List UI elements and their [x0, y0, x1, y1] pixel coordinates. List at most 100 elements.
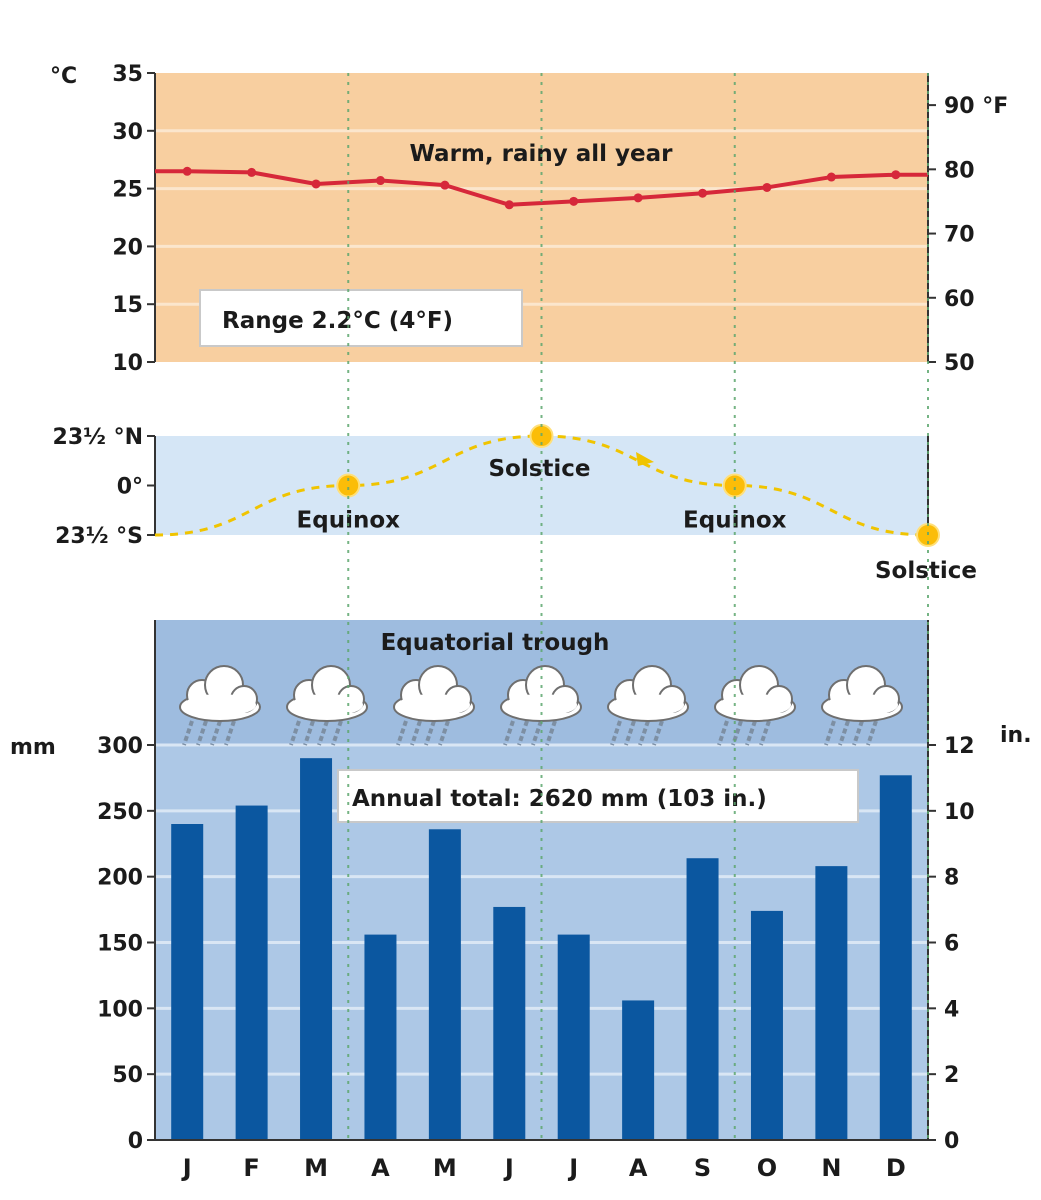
rain-streak — [196, 720, 208, 746]
rain-streak — [759, 720, 771, 746]
temperature-line — [155, 169, 928, 207]
inch-unit-label: in. — [1000, 723, 1032, 748]
month-label: J — [503, 1154, 514, 1182]
rain-cloud-icon — [286, 665, 368, 746]
precipitation-bar — [493, 906, 526, 1140]
temperature-right-tick-label: 80 — [944, 158, 975, 183]
sun-path-panel-background — [155, 436, 928, 535]
sun-marker-label: Equinox — [297, 508, 401, 534]
season-guides — [347, 73, 929, 1140]
rain-cloud-icon — [821, 665, 903, 746]
temperature-point — [633, 193, 643, 203]
month-label: O — [757, 1154, 777, 1182]
month-label: N — [821, 1154, 841, 1182]
precipitation-bar — [171, 824, 204, 1140]
precipitation-right-tick-label: 0 — [944, 1129, 959, 1154]
sun-path-curve — [154, 434, 929, 537]
rain-streak — [731, 720, 743, 746]
cloud-fill — [184, 694, 256, 716]
rain-streak — [517, 720, 529, 746]
precipitation-bar — [686, 858, 719, 1140]
temperature-left-tick-label: 30 — [112, 120, 143, 145]
month-label: D — [886, 1154, 906, 1182]
rain-streak — [424, 720, 436, 746]
rain-streak — [866, 720, 878, 746]
precipitation-bar — [879, 775, 912, 1140]
temperature-right-tick-label: 70 — [944, 223, 975, 248]
rain-streak — [610, 720, 622, 746]
sun-marker-label: Solstice — [875, 558, 977, 584]
rain-streak — [852, 720, 864, 746]
precipitation-right-tick-label: 10 — [944, 800, 975, 825]
precipitation-bar — [235, 805, 268, 1140]
sun-path-series: Equinox Solstice Equinox Solstice — [154, 424, 977, 584]
month-label: J — [567, 1154, 578, 1182]
rain-streak — [396, 720, 408, 746]
precipitation-left-tick-label: 250 — [97, 800, 143, 825]
equatorial-trough-label: Equatorial trough — [381, 630, 610, 656]
temperature-point — [375, 176, 385, 186]
temperature-left-ticks: 35 30 25 20 15 10 — [112, 62, 155, 376]
rain-cloud-icon — [500, 665, 582, 746]
precipitation-bar — [428, 829, 461, 1140]
rain-streak — [545, 720, 557, 746]
rain-cloud-icon — [179, 665, 261, 746]
annual-total-label: Annual total: 2620 mm (103 in.) — [352, 786, 767, 812]
month-label: F — [243, 1154, 259, 1182]
temperature-left-tick-label: 15 — [112, 293, 143, 318]
cloud-fill — [719, 694, 791, 716]
celsius-unit-label: °C — [50, 64, 77, 89]
rain-cloud-icon — [607, 665, 689, 746]
precipitation-right-tick-label: 2 — [944, 1063, 959, 1088]
rain-streak — [182, 720, 194, 746]
rain-streak — [531, 720, 543, 746]
rain-streak — [438, 720, 450, 746]
temperature-right-ticks: 90 °F 80 70 60 50 — [928, 94, 1008, 376]
temperature-right-tick-label: 50 — [944, 351, 975, 376]
sun-marker-label: Equinox — [683, 508, 787, 534]
rain-streak — [210, 720, 222, 746]
precipitation-right-tick-label: 4 — [944, 997, 959, 1022]
month-label: M — [304, 1154, 328, 1182]
precipitation-left-tick-label: 0 — [128, 1129, 143, 1154]
temperature-point — [891, 170, 901, 180]
sun-path-ticks: 23½ °N 0° 23½ °S — [53, 425, 155, 549]
rain-streak — [331, 720, 343, 746]
temperature-point — [569, 196, 579, 206]
range-box — [199, 289, 523, 347]
rain-streak — [503, 720, 515, 746]
precipitation-left-tick-label: 50 — [112, 1063, 143, 1088]
precipitation-bar — [557, 934, 590, 1140]
precipitation-left-tick-label: 200 — [97, 866, 143, 891]
rain-streak — [317, 720, 329, 746]
precipitation-right-tick-label: 12 — [944, 734, 975, 759]
rain-streak — [224, 720, 236, 746]
temperature-series — [155, 166, 928, 210]
temperature-point — [698, 188, 708, 198]
cloud-fill — [826, 694, 898, 716]
month-label: A — [371, 1154, 390, 1182]
temperature-point — [826, 172, 836, 182]
rain-streak — [289, 720, 301, 746]
precipitation-bar — [622, 1000, 655, 1140]
rain-streak — [838, 720, 850, 746]
rain-streak — [717, 720, 729, 746]
temperature-point — [311, 179, 321, 189]
precipitation-left-tick-label: 100 — [97, 997, 143, 1022]
temperature-right-tick-label: 90 °F — [944, 94, 1008, 119]
rain-cloud-icon — [393, 665, 475, 746]
temperature-left-tick-label: 25 — [112, 178, 143, 203]
sun-path-tick-label: 23½ °N — [53, 425, 143, 450]
precipitation-right-tick-label: 6 — [944, 932, 959, 957]
precipitation-right-tick-label: 8 — [944, 866, 959, 891]
cloud-fill — [612, 694, 684, 716]
range-label: Range 2.2°C (4°F) — [222, 308, 453, 334]
annual-total-box — [337, 769, 859, 823]
temperature-point — [504, 200, 514, 210]
month-label: J — [181, 1154, 192, 1182]
temperature-left-tick-label: 35 — [112, 62, 143, 87]
month-label: M — [433, 1154, 457, 1182]
precipitation-panel: Equatorial trough Annual total: 2620 mm … — [10, 620, 1032, 1182]
